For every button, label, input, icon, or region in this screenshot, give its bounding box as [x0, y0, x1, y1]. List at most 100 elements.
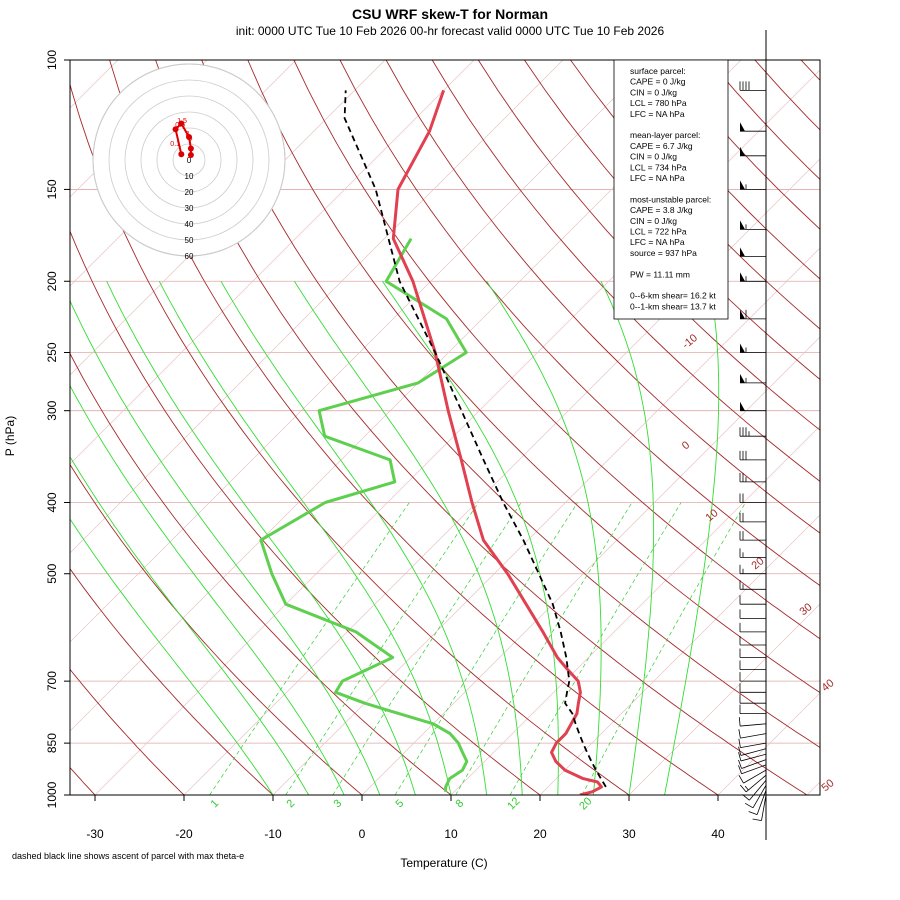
barb-pennant	[740, 180, 745, 190]
mixing-ratio-label: 1	[208, 797, 221, 810]
isotherm-line	[70, 60, 564, 554]
legend-line: 0--6-km shear= 16.2 kt	[630, 291, 716, 301]
wind-barb	[738, 746, 767, 756]
wind-barb	[738, 769, 767, 784]
plot-border	[69, 59, 821, 796]
moist-adiabat	[486, 281, 602, 795]
barb-shaft	[745, 774, 767, 793]
barb-shaft	[756, 790, 767, 815]
wind-barb	[739, 595, 766, 605]
wind-barb	[752, 794, 767, 821]
dry-adiabat	[708, 60, 820, 181]
moist-adiabat	[70, 299, 381, 795]
x-axis-label: Temperature (C)	[400, 856, 487, 870]
hodograph-ring-label: 30	[185, 204, 194, 213]
mixing-ratio-line	[332, 502, 522, 795]
legend-line: surface parcel:	[630, 66, 686, 76]
wind-barb	[739, 609, 766, 619]
parcel-ascent-line	[343, 90, 607, 788]
wind-barb	[740, 220, 766, 230]
barb-shaft	[740, 733, 767, 739]
hodograph-point-label: 0.5	[175, 122, 185, 129]
legend-line: LFC = NA hPa	[630, 109, 685, 119]
isotherm-line	[70, 60, 475, 465]
wind-barb	[739, 774, 767, 793]
legend-line: CAPE = 6.7 J/kg	[630, 141, 693, 151]
barb-pennant	[740, 247, 745, 257]
barb-flag	[738, 746, 742, 756]
moist-adiabat	[294, 281, 523, 795]
axes-frame	[69, 30, 821, 840]
wind-barb	[740, 180, 766, 190]
hodograph-ring	[92, 63, 286, 257]
mixing-ratio-line	[455, 502, 633, 795]
wind-barb	[739, 450, 766, 461]
legend-line: most-unstable parcel:	[630, 194, 711, 204]
barb-pennant	[740, 343, 745, 353]
legend-box	[613, 59, 729, 320]
hodograph-point-label: 0.1	[170, 141, 180, 148]
mixing-ratio-label: 8	[453, 797, 466, 810]
isotherm-label: 0	[680, 439, 692, 452]
isotherm-label: -10	[680, 332, 700, 351]
wind-barb	[739, 512, 766, 523]
moist-adiabat	[220, 281, 488, 795]
hodograph-point-label: 1.5	[177, 118, 187, 125]
wind-barb	[740, 401, 766, 412]
moist-adiabat	[382, 281, 559, 795]
hodograph-ring	[172, 143, 206, 177]
profiles	[259, 89, 607, 795]
y-tick-label: 250	[45, 342, 59, 362]
wind-barb	[738, 717, 767, 727]
isotherm-label: 30	[798, 601, 815, 618]
barb-pennant	[740, 122, 745, 132]
wind-barb	[739, 427, 766, 437]
legend-line: CIN = 0 J/kg	[630, 216, 677, 226]
barb-shaft	[748, 780, 767, 801]
wind-barb	[739, 81, 766, 91]
hodograph-point	[172, 126, 179, 133]
barb-pennant	[740, 146, 745, 156]
wind-barb	[748, 790, 767, 816]
dry-adiabat	[70, 352, 452, 795]
footnote: dashed black line shows ascent of parcel…	[12, 851, 245, 861]
moist-adiabat	[600, 281, 655, 795]
barb-shaft	[740, 723, 767, 727]
hodograph-point	[186, 133, 192, 140]
y-tick-label: 850	[45, 733, 59, 753]
dry-adiabat	[201, 60, 820, 749]
dry-adiabat	[70, 668, 185, 795]
wind-barb	[739, 704, 766, 714]
hodograph-point	[187, 145, 194, 152]
wind-barb	[738, 764, 767, 775]
wind-barb	[738, 759, 767, 769]
barb-flag	[739, 784, 747, 793]
mixing-ratio-label: 2	[284, 797, 297, 810]
barb-flag	[745, 802, 754, 809]
isotherm-line	[70, 60, 208, 198]
legend-line: CIN = 0 J/kg	[630, 87, 677, 97]
dry-adiabat	[431, 60, 820, 482]
wind-barb	[739, 564, 766, 575]
wind-barb	[738, 738, 767, 749]
hodograph-point	[187, 152, 194, 159]
barb-shaft	[741, 759, 767, 769]
mixing-ratio-line	[394, 502, 578, 795]
dewpoint-line	[259, 237, 469, 792]
wind-barb	[739, 694, 766, 704]
dry-adiabat	[339, 60, 820, 587]
wind-barb	[740, 309, 766, 320]
legend-line: 0--1-km shear= 13.7 kt	[630, 301, 716, 311]
legend-line: LFC = NA hPa	[630, 173, 685, 183]
wind-barb	[738, 752, 767, 762]
isotherm-line	[361, 336, 820, 795]
hodograph-ring-label: 60	[185, 252, 194, 261]
mixing-ratio-label: 3	[331, 797, 344, 810]
wind-barb	[740, 343, 766, 353]
legend-line: LCL = 734 hPa	[630, 162, 687, 172]
isotherm-line	[628, 603, 820, 795]
barb-flag	[752, 818, 762, 821]
wind-barb	[738, 729, 767, 739]
barb-shaft	[740, 742, 767, 749]
